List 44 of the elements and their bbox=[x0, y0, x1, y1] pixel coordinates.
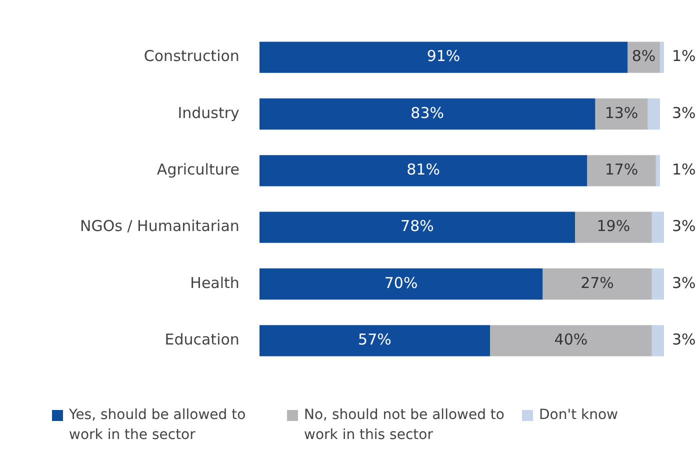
y-tick-label: Construction bbox=[144, 47, 240, 66]
bar bbox=[542, 268, 652, 300]
bar bbox=[660, 42, 664, 73]
data-label: 1% bbox=[672, 160, 696, 179]
data-label: 57% bbox=[358, 330, 392, 349]
bar bbox=[259, 42, 628, 73]
bar bbox=[259, 212, 575, 243]
data-label: 19% bbox=[596, 217, 630, 236]
legend-label: Don't know bbox=[539, 406, 618, 425]
bar bbox=[656, 155, 660, 186]
data-label: 70% bbox=[384, 274, 418, 292]
y-tick-label: Education bbox=[164, 330, 240, 349]
data-label: 78% bbox=[400, 217, 434, 236]
bar bbox=[259, 98, 596, 130]
data-label: 13% bbox=[604, 104, 638, 122]
y-tick-label: NGOs / Humanitarian bbox=[80, 217, 240, 236]
bar bbox=[595, 98, 648, 130]
y-tick-label: Agriculture bbox=[156, 160, 240, 179]
y-tick-label: Health bbox=[190, 274, 240, 292]
bar bbox=[652, 325, 664, 356]
bar bbox=[259, 268, 543, 300]
data-label: 1% bbox=[672, 47, 696, 66]
bar bbox=[652, 268, 664, 300]
data-label: 40% bbox=[554, 330, 588, 349]
bar bbox=[259, 155, 588, 186]
bar bbox=[259, 325, 490, 356]
data-label: 83% bbox=[410, 104, 444, 122]
data-label: 27% bbox=[580, 274, 614, 292]
data-label: 91% bbox=[426, 47, 460, 66]
bar bbox=[652, 212, 664, 243]
y-tick-label: Industry bbox=[178, 104, 240, 122]
bar bbox=[574, 212, 652, 243]
data-label: 3% bbox=[672, 217, 696, 236]
bar bbox=[587, 155, 656, 186]
legend-label: Yes, should be allowed to work in the sector bbox=[69, 406, 247, 445]
data-label: 3% bbox=[672, 330, 696, 349]
bar bbox=[490, 325, 652, 356]
data-label: 81% bbox=[406, 160, 440, 179]
bar bbox=[648, 98, 660, 130]
data-label: 17% bbox=[604, 160, 638, 179]
legend-label: No, should not be allowed to work in this sector bbox=[304, 406, 506, 445]
data-label: 3% bbox=[672, 104, 696, 122]
data-label: 8% bbox=[632, 47, 656, 66]
data-label: 3% bbox=[672, 274, 696, 292]
